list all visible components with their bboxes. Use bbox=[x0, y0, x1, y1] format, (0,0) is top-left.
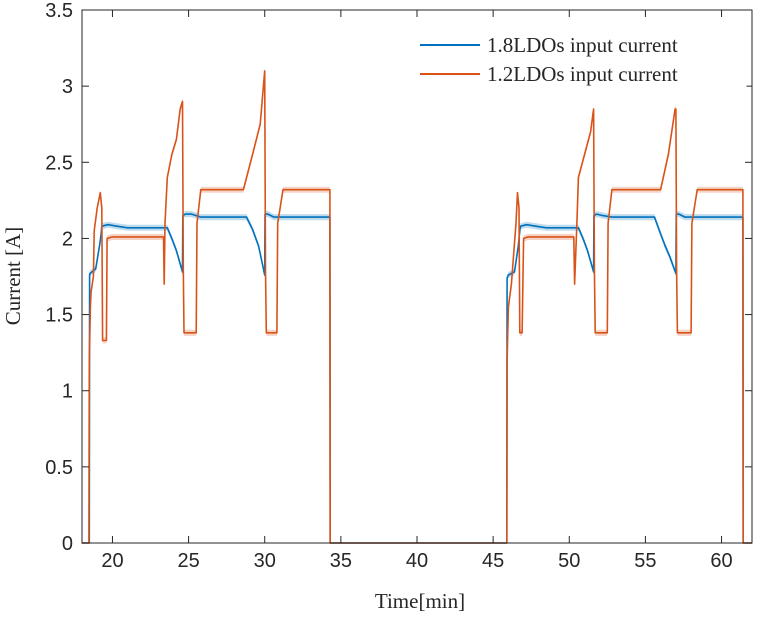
x-axis-label: Time[min] bbox=[375, 589, 465, 613]
y-tick-label: 1 bbox=[62, 381, 73, 403]
x-tick-label: 50 bbox=[558, 550, 580, 572]
x-tick-label: 20 bbox=[101, 550, 123, 572]
x-tick-label: 40 bbox=[406, 550, 428, 572]
legend-label-1-2ldos: 1.2LDOs input current bbox=[487, 62, 678, 86]
x-tick-label: 45 bbox=[482, 550, 504, 572]
x-tick-label: 60 bbox=[710, 550, 732, 572]
x-tick-label: 55 bbox=[634, 550, 656, 572]
plot-area bbox=[82, 10, 752, 543]
x-tick-label: 35 bbox=[330, 550, 352, 572]
plot-background bbox=[82, 10, 752, 543]
y-tick-label: 0 bbox=[62, 533, 73, 555]
legend-label-1-8ldos: 1.8LDOs input current bbox=[487, 33, 678, 57]
y-tick-label: 3.5 bbox=[45, 0, 73, 22]
x-tick-label: 30 bbox=[254, 550, 276, 572]
y-tick-label: 2 bbox=[62, 228, 73, 250]
y-tick-labels: 0 0.5 1 1.5 2 2.5 3 3.5 bbox=[45, 0, 73, 555]
axes bbox=[81, 9, 753, 544]
x-tick-labels: 20 25 30 35 40 45 50 55 60 bbox=[101, 550, 732, 572]
legend-box bbox=[411, 27, 747, 93]
y-tick-label: 1.5 bbox=[45, 305, 73, 327]
x-tick-label: 25 bbox=[177, 550, 199, 572]
legend: 1.8LDOs input current 1.2LDOs input curr… bbox=[411, 27, 747, 93]
series-line-1-2ldos-input-current bbox=[82, 70, 752, 544]
y-tick-label: 2.5 bbox=[45, 152, 73, 174]
y-tick-label: 3 bbox=[62, 76, 73, 98]
y-tick-label: 0.5 bbox=[45, 457, 73, 479]
y-axis-label: Current [A] bbox=[1, 227, 25, 326]
